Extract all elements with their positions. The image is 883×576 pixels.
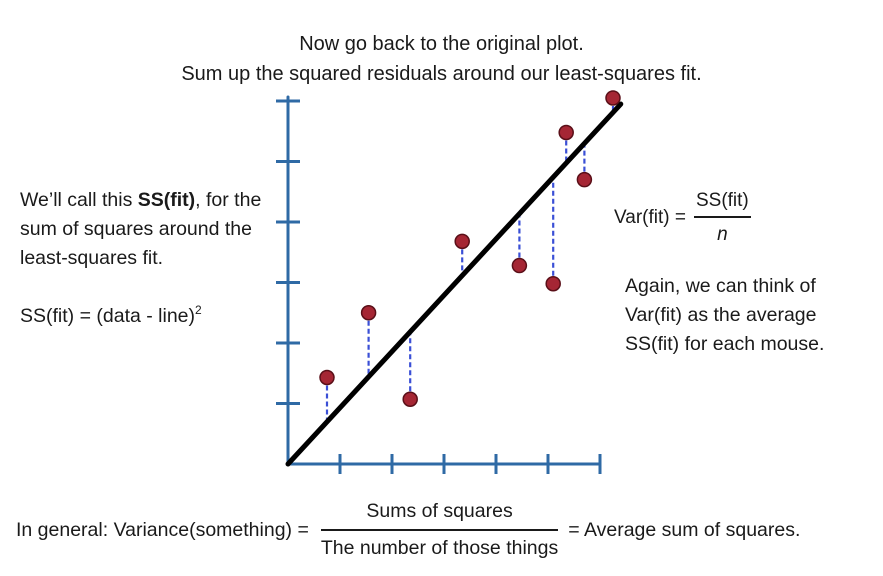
title-line-2: Sum up the squared residuals around our … <box>181 63 702 85</box>
variance-denominator: The number of those things <box>320 537 559 559</box>
var-fit-fraction: SS(fit) n <box>693 190 751 246</box>
var-fit-formula: Var(fit) = SS(fit) n <box>614 190 751 246</box>
data-point <box>545 275 561 292</box>
ss-fit-term: SS(fit) <box>137 189 196 211</box>
data-point <box>511 257 528 274</box>
var-fit-numerator: SS(fit) <box>693 190 751 218</box>
data-point <box>319 369 335 386</box>
ss-fit-formula-text: SS(fit) = (data - line) <box>20 305 196 327</box>
ss-fit-formula: SS(fit) = (data - line)2 <box>20 303 202 328</box>
least-squares-fit-line <box>285 101 624 467</box>
data-point <box>576 171 593 188</box>
var-fit-lhs: Var(fit) = <box>614 207 686 228</box>
ss-fit-text-2: , for the sum of squares around the leas… <box>20 189 262 269</box>
axis-ticks <box>276 99 602 474</box>
variance-general-formula: In general: Variance(something) = Sums of… <box>16 500 800 560</box>
data-point <box>605 90 621 106</box>
title-line-1: Now go back to the original plot. <box>299 33 584 55</box>
ss-fit-description: We’ll call this SS(fit), for the sum of … <box>20 186 282 273</box>
data-point <box>558 124 574 141</box>
data-point <box>454 233 470 250</box>
variance-numerator: Sums of squares <box>320 500 559 531</box>
variance-lhs: In general: Variance(something) = <box>16 518 309 541</box>
ss-fit-text-1: We’ll call this <box>20 189 138 211</box>
residual-lines <box>325 97 615 422</box>
data-point <box>402 391 418 408</box>
var-fit-explanation: Again, we can think of Var(fit) as the a… <box>625 275 825 355</box>
data-point <box>360 305 377 321</box>
variance-fraction: Sums of squares The number of those thing… <box>320 500 559 560</box>
var-fit-denominator: n <box>717 224 728 245</box>
ss-fit-formula-exponent: 2 <box>195 303 202 317</box>
variance-rhs: = Average sum of squares. <box>568 518 801 541</box>
data-points <box>319 90 621 408</box>
